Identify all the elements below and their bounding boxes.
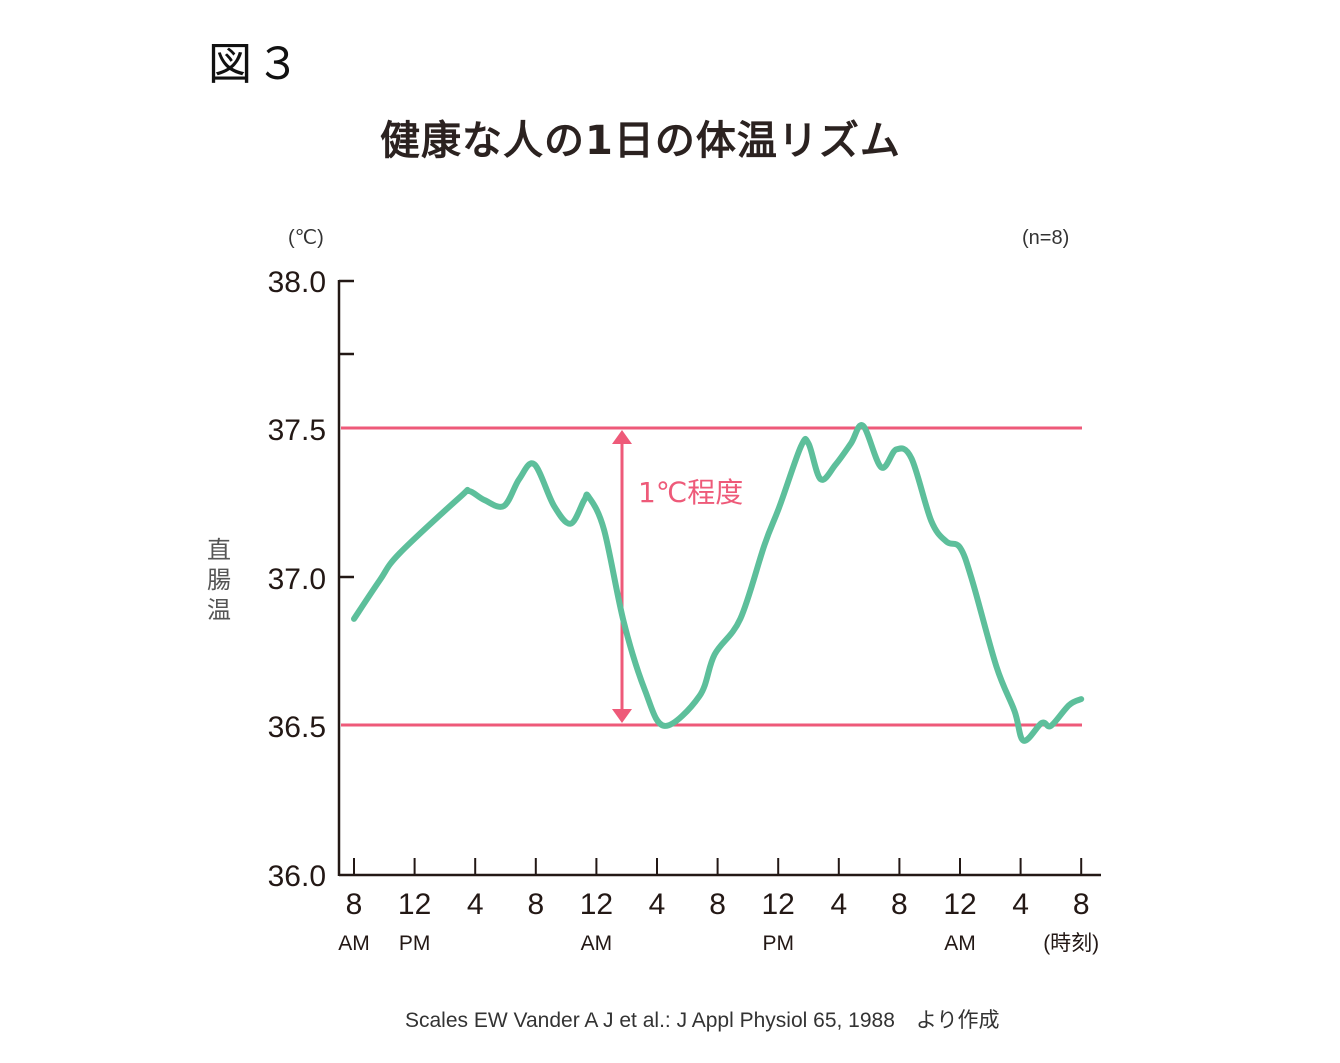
unit-label: (℃)	[288, 227, 324, 249]
svg-text:37.0: 37.0	[268, 563, 326, 596]
svg-text:直: 直	[207, 536, 231, 564]
y-tick-labels: 38.0 37.5 37.0 36.5 36.0	[268, 266, 326, 893]
x-tick-label: 12	[398, 888, 431, 921]
x-period-label: (時刻)	[1043, 932, 1099, 955]
arrow-up-icon	[612, 430, 632, 444]
x-period-label: PM	[399, 932, 431, 955]
x-tick-label: 4	[649, 888, 666, 921]
range-arrow	[612, 430, 632, 723]
range-annotation: 1℃程度	[638, 476, 743, 509]
x-tick-label: 8	[527, 888, 544, 921]
x-tick-label: 8	[346, 888, 363, 921]
x-tick-label: 4	[467, 888, 484, 921]
chart-title: 健康な人の1日の体温リズム	[380, 118, 901, 164]
x-period-label: AM	[338, 932, 370, 955]
x-tick-label: 8	[1073, 888, 1090, 921]
x-tick-label: 12	[762, 888, 795, 921]
reference-lines	[341, 426, 1082, 727]
svg-text:38.0: 38.0	[268, 266, 326, 299]
x-period-label: PM	[762, 932, 794, 955]
x-tick-label: 4	[830, 888, 847, 921]
svg-text:36.5: 36.5	[268, 711, 326, 744]
arrow-down-icon	[612, 709, 632, 723]
temperature-curve	[351, 422, 1085, 744]
x-period-label: AM	[581, 932, 613, 955]
svg-text:36.0: 36.0	[268, 860, 326, 893]
figure-label: 図３	[208, 39, 304, 90]
x-ticks	[353, 858, 1083, 875]
x-tick-label: 12	[580, 888, 613, 921]
x-tick-label: 4	[1012, 888, 1029, 921]
x-tick-label: 8	[709, 888, 726, 921]
svg-text:腸: 腸	[207, 566, 231, 594]
x-tick-labels: 8 AM 12 PM 4 8 12 AM 4 8 12 PM 4 8 12 AM 4 8 (時刻)	[338, 888, 1099, 955]
svg-text:温: 温	[207, 596, 231, 624]
source-citation: Scales EW Vander A J et al.: J Appl Phys…	[405, 1009, 1000, 1032]
sample-size-label: (n=8)	[1022, 227, 1069, 249]
x-tick-label: 8	[891, 888, 908, 921]
x-tick-label: 12	[943, 888, 976, 921]
y-axis-label: 直 腸 温	[207, 536, 231, 624]
x-period-label: AM	[944, 932, 976, 955]
svg-text:37.5: 37.5	[268, 414, 326, 447]
axes	[337, 279, 1101, 877]
